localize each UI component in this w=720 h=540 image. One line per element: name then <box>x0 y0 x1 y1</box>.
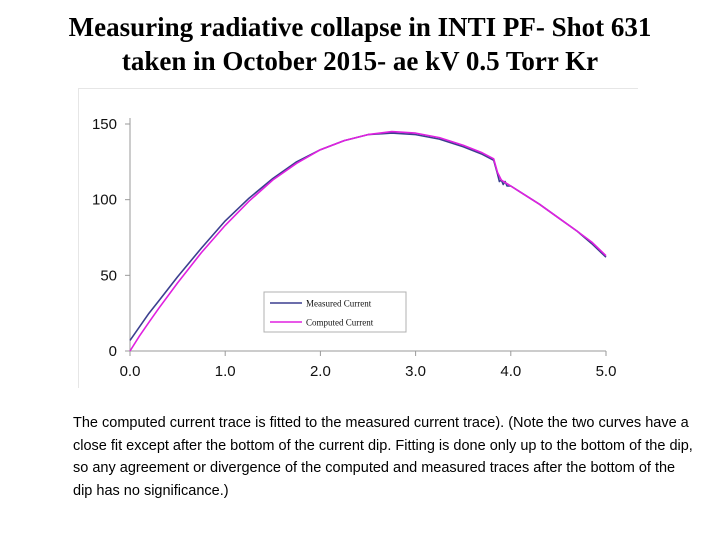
title-line-1: Measuring radiative collapse in INTI PF-… <box>68 12 652 42</box>
computed-current-line <box>129 130 607 352</box>
x-tick-label: 1.0 <box>215 363 236 380</box>
x-tick-label: 0.0 <box>120 363 141 380</box>
y-tick-label: 50 <box>100 267 117 284</box>
x-tick-label: 5.0 <box>596 363 617 380</box>
slide-title: Measuring radiative collapse in INTI PF-… <box>0 10 720 78</box>
figure-caption: The computed current trace is fitted to … <box>73 415 693 499</box>
legend-label: Computed Current <box>306 318 374 328</box>
chart-legend: Measured Current Computed Current <box>263 291 407 333</box>
current-trace-chart: 0 50 100 150 0.0 1.0 2.0 3.0 4.0 5.0 Measured Cur… <box>78 88 638 388</box>
chart-svg: 0 50 100 150 0.0 1.0 2.0 3.0 4.0 5.0 Measured Cur… <box>78 88 638 388</box>
x-tick-label: 3.0 <box>405 363 426 380</box>
chart-background <box>78 88 638 388</box>
legend-label: Measured Current <box>306 299 372 309</box>
y-tick-label: 0 <box>109 343 117 360</box>
chart-series-group <box>129 130 607 352</box>
x-tick-label: 4.0 <box>500 363 521 380</box>
title-line-2: taken in October 2015- ae kV 0.5 Torr Kr <box>121 46 599 76</box>
y-tick-label: 100 <box>92 192 117 209</box>
x-tick-label: 2.0 <box>310 363 331 380</box>
legend-box <box>263 291 407 333</box>
chart-axes: 0 50 100 150 0.0 1.0 2.0 3.0 4.0 5.0 <box>92 116 616 380</box>
y-tick-label: 150 <box>92 116 117 133</box>
